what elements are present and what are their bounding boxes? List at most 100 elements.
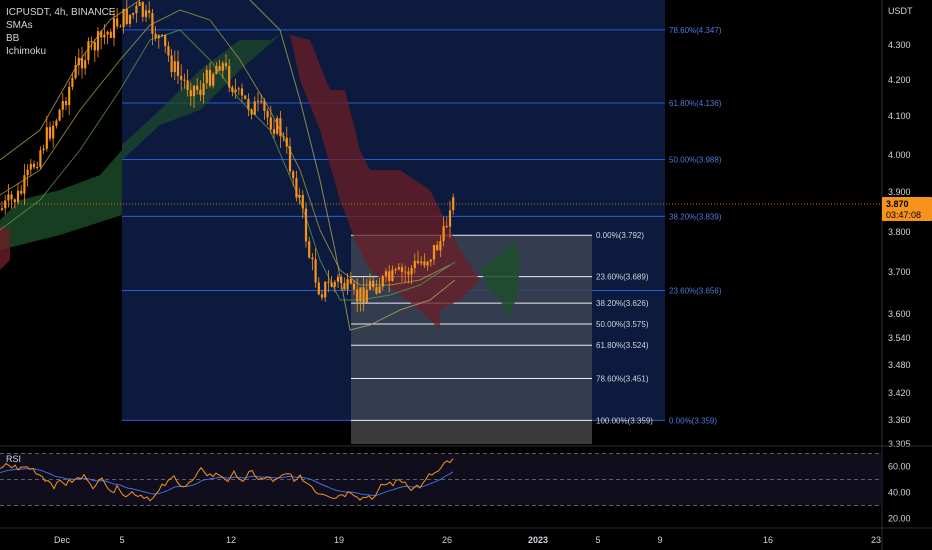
candle-body (167, 46, 170, 56)
indicator-bb[interactable]: BB (6, 33, 20, 44)
candle-body (256, 100, 260, 102)
candle-body (240, 88, 244, 96)
candle-body (202, 83, 205, 95)
indicator-ichimoku[interactable]: Ichimoku (6, 46, 47, 57)
candle-body (365, 289, 368, 303)
candle-body (160, 34, 164, 36)
candle-body (32, 163, 36, 168)
candle-body (426, 261, 429, 266)
candle-body (343, 283, 346, 290)
candle-body (212, 74, 215, 86)
candle-body (52, 125, 55, 139)
candle-body (317, 282, 320, 295)
symbol-title[interactable]: ICPUSDT, 4h, BINANCE (6, 7, 116, 18)
price-tick-label: 3.420 (888, 388, 911, 398)
fib-small-label: 38.20%(3.626) (596, 299, 649, 308)
candle-body (138, 2, 141, 6)
current-price-tag-bg (882, 197, 932, 221)
candle-body (103, 34, 106, 38)
fib-large-label: 23.60%(3.656) (669, 286, 722, 295)
candle-body (154, 33, 157, 39)
candle-body (327, 281, 330, 283)
candle-body (186, 80, 189, 91)
candle-body (352, 283, 356, 290)
candle-body (128, 14, 132, 24)
time-tick-label: 2023 (528, 535, 548, 545)
candle-body (295, 178, 298, 198)
candle-body (445, 226, 448, 228)
candle-body (250, 109, 253, 115)
candle-body (282, 136, 285, 138)
candle-body (324, 281, 327, 298)
candle-body (346, 279, 349, 290)
fib-small-extension (351, 420, 592, 444)
candle-body (320, 294, 324, 298)
sma-fast-line (0, 29, 456, 301)
candle-body (413, 261, 416, 269)
candle-body (84, 60, 87, 69)
candle-body (125, 8, 128, 24)
time-tick-label: 9 (657, 535, 662, 545)
candle-body (135, 5, 138, 14)
candle-body (234, 89, 237, 93)
candle-body (7, 194, 10, 201)
candle-body (74, 65, 77, 78)
fib-small-label: 100.00%(3.359) (596, 416, 653, 425)
candle-body (39, 150, 42, 167)
candle-body (106, 31, 109, 35)
sma-slow-line (0, 9, 451, 286)
cloud-green-right (480, 240, 520, 320)
candle-body (132, 13, 135, 15)
chart-legend: ICPUSDT, 4h, BINANCE SMAs BB Ichimoku (6, 6, 115, 58)
ichimoku-cloud (0, 35, 520, 330)
candle-body (20, 190, 23, 194)
candle-body (336, 276, 340, 282)
candle-body (407, 271, 410, 275)
time-axis: Dec 5 12 19 26 2023 5 9 16 23 (0, 527, 932, 545)
candle-body (432, 244, 436, 260)
candlestick-series (0, 0, 455, 313)
candle-body (333, 281, 336, 287)
fib-large-label: 78.60%(4.347) (669, 26, 722, 35)
candle-body (196, 85, 199, 90)
price-tick-label: 3.600 (888, 309, 911, 319)
candle-body (90, 41, 93, 43)
rsi-label: RSI (6, 454, 21, 464)
candle-body (26, 169, 29, 176)
candle-body (301, 194, 304, 209)
candle-body (429, 259, 432, 262)
candle-body (144, 10, 148, 17)
candle-body (269, 117, 272, 130)
indicator-lines (0, 0, 456, 331)
candle-body (29, 163, 32, 170)
candle-body (228, 66, 231, 88)
candle-body (80, 57, 84, 69)
candle-body (285, 137, 288, 147)
candle-body (253, 101, 256, 115)
candle-body (356, 289, 359, 302)
candle-body (308, 241, 311, 258)
candle-body (36, 166, 39, 168)
price-tick-label: 4.300 (888, 40, 911, 50)
time-tick-label: 16 (763, 535, 773, 545)
candle-body (116, 18, 119, 27)
fib-large-label: 61.80%(4.136) (669, 99, 722, 108)
candle-body (260, 100, 263, 102)
bar-countdown: 03:47:08 (886, 210, 921, 220)
price-tick-label: 3.900 (888, 187, 911, 197)
price-tick-label: 4.100 (888, 111, 911, 121)
candle-body (42, 148, 45, 151)
indicator-smas[interactable]: SMAs (6, 20, 33, 31)
time-tick-label: 5 (595, 535, 600, 545)
time-tick-label: 12 (226, 535, 236, 545)
rsi-tick-label: 20.00 (888, 514, 911, 524)
candle-body (359, 287, 362, 302)
rsi-pane: RSI 60.00 40.00 20.00 (0, 445, 932, 524)
candle-body (13, 199, 16, 203)
fib-large-label: 0.00%(3.359) (669, 416, 717, 425)
time-tick-label: 5 (119, 535, 124, 545)
price-tick-label: 3.800 (888, 227, 911, 237)
